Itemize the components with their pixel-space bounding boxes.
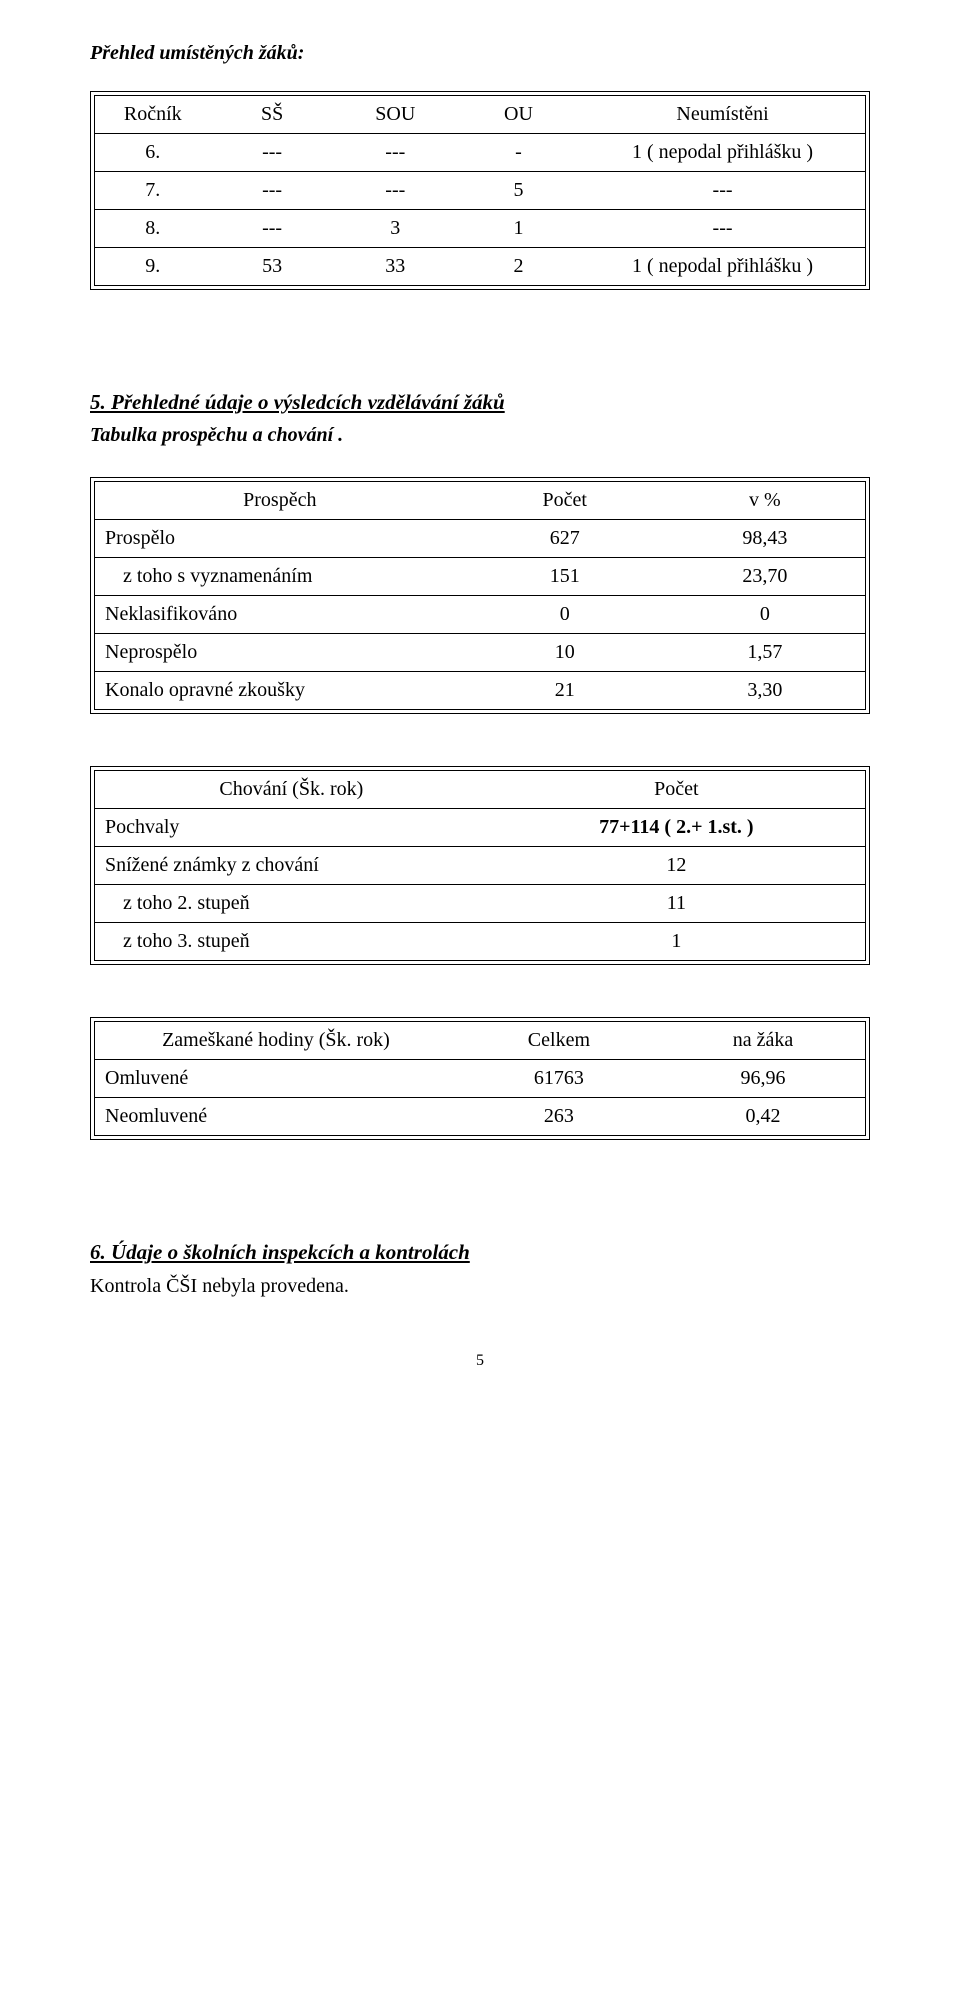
table-prospech-wrap: Prospěch Počet v % Prospělo 627 98,43 z …: [90, 477, 870, 714]
cell: 5: [457, 172, 580, 210]
cell: 1 ( nepodal přihlášku ): [580, 248, 865, 286]
cell: 263: [457, 1098, 661, 1136]
cell: 151: [465, 558, 665, 596]
cell: 10: [465, 634, 665, 672]
table-chovani: Chování (Šk. rok) Počet Pochvaly 77+114 …: [94, 770, 866, 961]
cell: Omluvené: [95, 1060, 457, 1098]
cell: z toho 3. stupeň: [95, 923, 488, 961]
col-header: Ročník: [95, 96, 211, 134]
table-row: Neklasifikováno 0 0: [95, 596, 865, 634]
cell: Neprospělo: [95, 634, 465, 672]
table-placement-wrap: Ročník SŠ SOU OU Neumístěni 6. --- --- -…: [90, 91, 870, 290]
cell: 8.: [95, 210, 211, 248]
cell: 6.: [95, 134, 211, 172]
table-row: Neomluvené 263 0,42: [95, 1098, 865, 1136]
cell: ---: [580, 172, 865, 210]
table-row: Konalo opravné zkoušky 21 3,30: [95, 672, 865, 710]
section-title-inspections: 6. Údaje o školních inspekcích a kontrol…: [90, 1238, 870, 1266]
table-row: Prospělo 627 98,43: [95, 520, 865, 558]
table-header-row: Ročník SŠ SOU OU Neumístěni: [95, 96, 865, 134]
cell: Pochvaly: [95, 809, 488, 847]
cell: 0,42: [661, 1098, 865, 1136]
cell: 2: [457, 248, 580, 286]
cell: 3,30: [665, 672, 865, 710]
col-header: Zameškané hodiny (Šk. rok): [95, 1022, 457, 1060]
cell: ---: [211, 172, 334, 210]
col-header: Počet: [465, 482, 665, 520]
cell: 3: [334, 210, 457, 248]
table-header-row: Zameškané hodiny (Šk. rok) Celkem na žák…: [95, 1022, 865, 1060]
cell: 61763: [457, 1060, 661, 1098]
cell: 96,96: [661, 1060, 865, 1098]
table-zameskane-wrap: Zameškané hodiny (Šk. rok) Celkem na žák…: [90, 1017, 870, 1140]
col-header: Neumístěni: [580, 96, 865, 134]
col-header: SOU: [334, 96, 457, 134]
cell: Snížené známky z chování: [95, 847, 488, 885]
cell: 21: [465, 672, 665, 710]
table-prospech: Prospěch Počet v % Prospělo 627 98,43 z …: [94, 481, 866, 710]
table-row: Neprospělo 10 1,57: [95, 634, 865, 672]
table-row: Pochvaly 77+114 ( 2.+ 1.st. ): [95, 809, 865, 847]
cell: 33: [334, 248, 457, 286]
cell: 77+114 ( 2.+ 1.st. ): [488, 809, 865, 847]
table-chovani-wrap: Chování (Šk. rok) Počet Pochvaly 77+114 …: [90, 766, 870, 965]
col-header: Prospěch: [95, 482, 465, 520]
cell: ---: [580, 210, 865, 248]
col-header: OU: [457, 96, 580, 134]
cell: Neklasifikováno: [95, 596, 465, 634]
cell: 1: [457, 210, 580, 248]
cell: Neomluvené: [95, 1098, 457, 1136]
col-header: v %: [665, 482, 865, 520]
cell: 627: [465, 520, 665, 558]
col-header: na žáka: [661, 1022, 865, 1060]
table-header-row: Prospěch Počet v %: [95, 482, 865, 520]
table-header-row: Chování (Šk. rok) Počet: [95, 771, 865, 809]
col-header: Počet: [488, 771, 865, 809]
table-row: Omluvené 61763 96,96: [95, 1060, 865, 1098]
table-row: 9. 53 33 2 1 ( nepodal přihlášku ): [95, 248, 865, 286]
cell: z toho s vyznamenáním: [95, 558, 465, 596]
table-placement: Ročník SŠ SOU OU Neumístěni 6. --- --- -…: [94, 95, 866, 286]
table-row: z toho 3. stupeň 1: [95, 923, 865, 961]
cell: 23,70: [665, 558, 865, 596]
section-title-placement: Přehled umístěných žáků:: [90, 40, 870, 67]
cell: ---: [334, 172, 457, 210]
table-row: z toho s vyznamenáním 151 23,70: [95, 558, 865, 596]
table-zameskane: Zameškané hodiny (Šk. rok) Celkem na žák…: [94, 1021, 866, 1136]
table-row: 7. --- --- 5 ---: [95, 172, 865, 210]
cell: 53: [211, 248, 334, 286]
cell: -: [457, 134, 580, 172]
cell: ---: [211, 134, 334, 172]
cell: 1 ( nepodal přihlášku ): [580, 134, 865, 172]
cell: 0: [665, 596, 865, 634]
inspections-text: Kontrola ČŠI nebyla provedena.: [90, 1273, 870, 1300]
table-row: 6. --- --- - 1 ( nepodal přihlášku ): [95, 134, 865, 172]
table-row: 8. --- 3 1 ---: [95, 210, 865, 248]
page-number: 5: [90, 1350, 870, 1372]
cell: 12: [488, 847, 865, 885]
cell: Prospělo: [95, 520, 465, 558]
cell: z toho 2. stupeň: [95, 885, 488, 923]
cell: ---: [211, 210, 334, 248]
cell: 1: [488, 923, 865, 961]
cell: 7.: [95, 172, 211, 210]
cell: Konalo opravné zkoušky: [95, 672, 465, 710]
cell: 1,57: [665, 634, 865, 672]
table-row: z toho 2. stupeň 11: [95, 885, 865, 923]
col-header: Celkem: [457, 1022, 661, 1060]
col-header: SŠ: [211, 96, 334, 134]
section-subtitle-results: Tabulka prospěchu a chování .: [90, 422, 870, 449]
cell: 98,43: [665, 520, 865, 558]
table-row: Snížené známky z chování 12: [95, 847, 865, 885]
cell: 11: [488, 885, 865, 923]
cell: 9.: [95, 248, 211, 286]
cell: 0: [465, 596, 665, 634]
cell: ---: [334, 134, 457, 172]
section-title-results: 5. Přehledné údaje o výsledcích vzdělává…: [90, 388, 870, 416]
col-header: Chování (Šk. rok): [95, 771, 488, 809]
